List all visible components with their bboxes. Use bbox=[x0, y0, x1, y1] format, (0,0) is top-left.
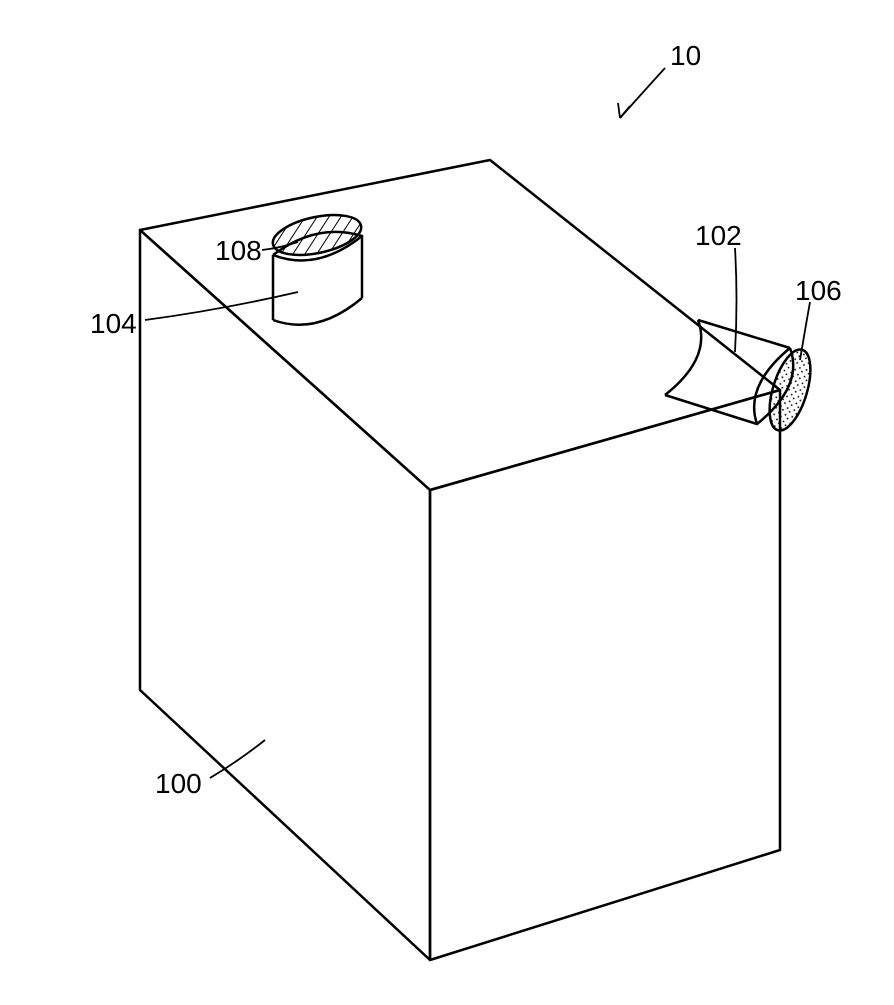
label-108: 108 bbox=[215, 235, 262, 267]
label-104: 104 bbox=[90, 308, 137, 340]
patent-figure: 10 108 104 102 106 100 bbox=[0, 0, 894, 1000]
figure-svg bbox=[0, 0, 894, 1000]
label-assembly: 10 bbox=[670, 40, 701, 72]
box-body bbox=[140, 160, 780, 960]
leader-lines bbox=[145, 68, 810, 778]
port-right bbox=[665, 320, 819, 435]
port-top bbox=[269, 208, 365, 325]
label-102: 102 bbox=[695, 220, 742, 252]
label-100: 100 bbox=[155, 768, 202, 800]
label-106: 106 bbox=[795, 275, 842, 307]
